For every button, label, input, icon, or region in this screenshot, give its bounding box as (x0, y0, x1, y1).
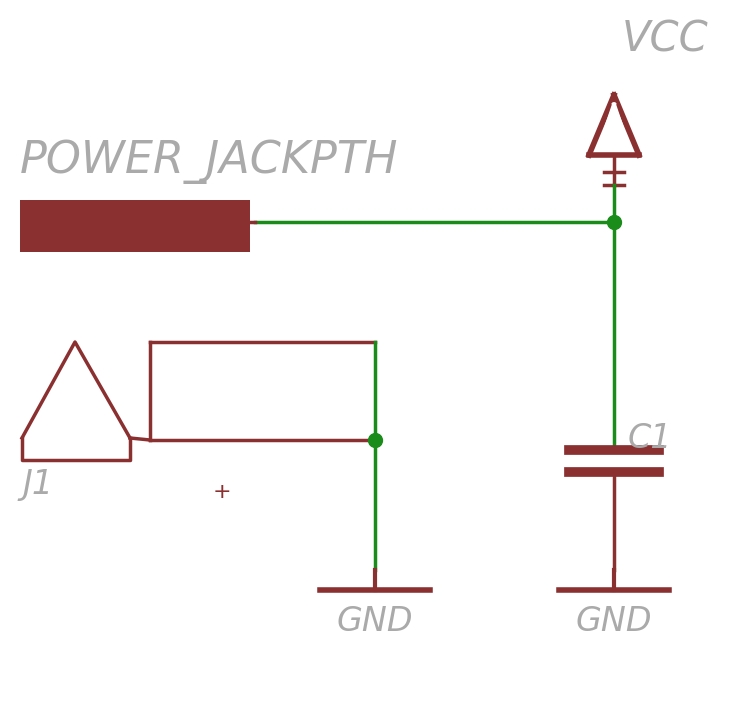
Bar (20, 200, 250, 252)
Text: GND: GND (576, 605, 652, 638)
Text: POWER_JACKPTH: POWER_JACKPTH (20, 140, 399, 185)
Text: J1: J1 (22, 468, 53, 501)
Text: VCC: VCC (622, 18, 709, 60)
Text: C1: C1 (628, 421, 672, 454)
Text: GND: GND (337, 605, 413, 638)
Text: +: + (213, 482, 231, 502)
